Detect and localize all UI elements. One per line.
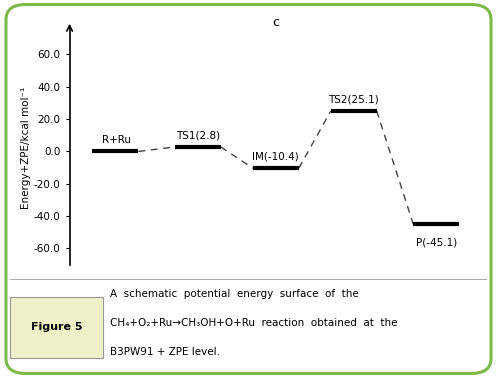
Text: CH₄+O₂+Ru→CH₃OH+O+Ru  reaction  obtained  at  the: CH₄+O₂+Ru→CH₃OH+O+Ru reaction obtained a… xyxy=(110,318,398,328)
Title: c: c xyxy=(272,16,279,29)
FancyBboxPatch shape xyxy=(10,297,103,358)
Text: P(-45.1): P(-45.1) xyxy=(415,237,457,247)
Y-axis label: Energy+ZPE/kcal mol⁻¹: Energy+ZPE/kcal mol⁻¹ xyxy=(21,86,31,209)
Text: Figure 5: Figure 5 xyxy=(31,322,82,332)
Text: TS1(2.8): TS1(2.8) xyxy=(176,130,220,141)
Text: A  schematic  potential  energy  surface  of  the: A schematic potential energy surface of … xyxy=(110,289,359,299)
Text: TS2(25.1): TS2(25.1) xyxy=(329,94,379,104)
Text: IM(-10.4): IM(-10.4) xyxy=(252,152,299,162)
Text: B3PW91 + ZPE level.: B3PW91 + ZPE level. xyxy=(110,347,220,356)
Text: R+Ru: R+Ru xyxy=(102,135,131,145)
